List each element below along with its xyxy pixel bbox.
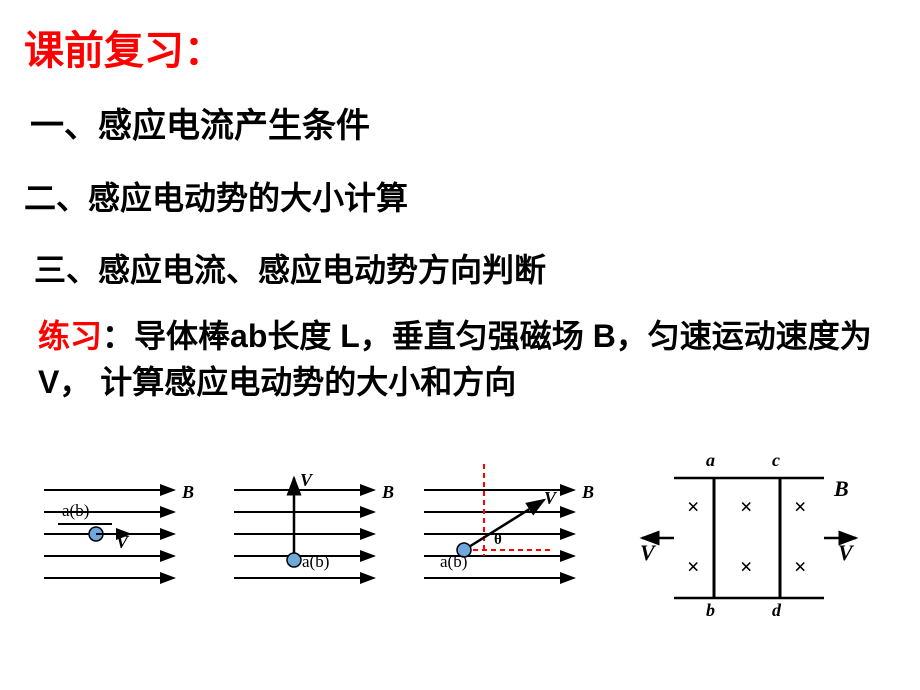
- diagrams-area: B V a(b): [24, 460, 896, 660]
- practice-block: 练习：导体棒ab长度 L，垂直匀强磁场 B，匀速运动速度为 V， 计算感应电动势…: [38, 313, 896, 406]
- diagram-2: B V a(b): [234, 490, 394, 580]
- d2-V-label: V: [300, 470, 312, 491]
- d4-B-label: B: [834, 476, 849, 502]
- d4-b-label: b: [706, 600, 715, 621]
- diagram-4: × × × × × × a c b d B V V: [634, 454, 874, 634]
- d1-ab-label: a(b): [62, 501, 89, 521]
- d2-ab-label: a(b): [302, 552, 329, 572]
- heading-2: 二、感应电动势的大小计算: [24, 173, 896, 219]
- practice-text: ：导体棒ab长度 L，垂直匀强磁场 B，匀速运动速度为 V， 计算感应电动势的大…: [38, 318, 872, 400]
- d4-x1: ×: [687, 494, 700, 520]
- d1-V-label: V: [116, 532, 128, 553]
- d4-x6: ×: [794, 554, 807, 580]
- d4-x4: ×: [687, 554, 700, 580]
- d3-V-label: V: [544, 488, 556, 509]
- heading-1: 一、感应电流产生条件: [30, 98, 896, 147]
- d4-d-label: d: [772, 600, 781, 621]
- d4-x2: ×: [740, 494, 753, 520]
- d1-B-label: B: [182, 482, 194, 503]
- heading-3: 三、感应电流、感应电动势方向判断: [34, 245, 896, 291]
- d4-V2-label: V: [838, 540, 853, 566]
- diagram-1: B V a(b): [44, 490, 194, 580]
- d4-a-label: a: [706, 450, 715, 471]
- d3-ab-label: a(b): [440, 552, 467, 572]
- page-title: 课前复习：: [24, 18, 896, 76]
- d2-B-label: B: [382, 482, 394, 503]
- d4-c-label: c: [772, 450, 780, 471]
- d3-B-label: B: [582, 482, 594, 503]
- diagram-3: B V θ a(b): [424, 490, 594, 580]
- d4-x3: ×: [794, 494, 807, 520]
- d3-theta-label: θ: [494, 532, 502, 549]
- d4-x5: ×: [740, 554, 753, 580]
- d4-V1-label: V: [640, 540, 655, 566]
- practice-label: 练习: [38, 318, 102, 354]
